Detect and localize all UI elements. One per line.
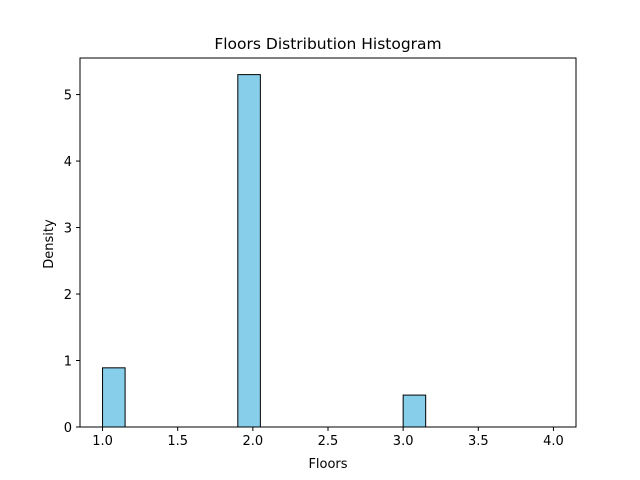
histogram-bar-1 <box>102 367 126 428</box>
x-tick-label: 1.0 <box>92 434 113 449</box>
plot-area-frame <box>79 57 577 428</box>
y-tick-label: 2 <box>64 288 72 303</box>
x-tick-label: 4.0 <box>543 434 564 449</box>
x-tick-label: 3.5 <box>468 434 489 449</box>
x-axis-label: Floors <box>308 457 347 472</box>
x-tick-label: 1.5 <box>167 434 188 449</box>
x-tick-label: 3.0 <box>393 434 414 449</box>
histogram-bar-2 <box>237 74 261 428</box>
y-axis-ticks: 0 1 2 3 4 5 <box>64 89 80 436</box>
x-tick-label: 2.0 <box>243 434 264 449</box>
y-tick-label: 5 <box>64 89 72 104</box>
x-tick-label: 2.5 <box>318 434 339 449</box>
x-axis-ticks: 1.0 1.5 2.0 2.5 3.0 3.5 4.0 <box>92 427 564 449</box>
y-tick-label: 3 <box>64 222 72 237</box>
bars-group <box>102 74 427 428</box>
y-axis-label: Density <box>42 219 57 269</box>
histogram-bar-3 <box>402 394 427 428</box>
chart-title: Floors Distribution Histogram <box>214 35 441 53</box>
y-tick-label: 1 <box>64 355 72 370</box>
y-tick-label: 0 <box>64 421 72 436</box>
y-tick-label: 4 <box>64 155 72 170</box>
